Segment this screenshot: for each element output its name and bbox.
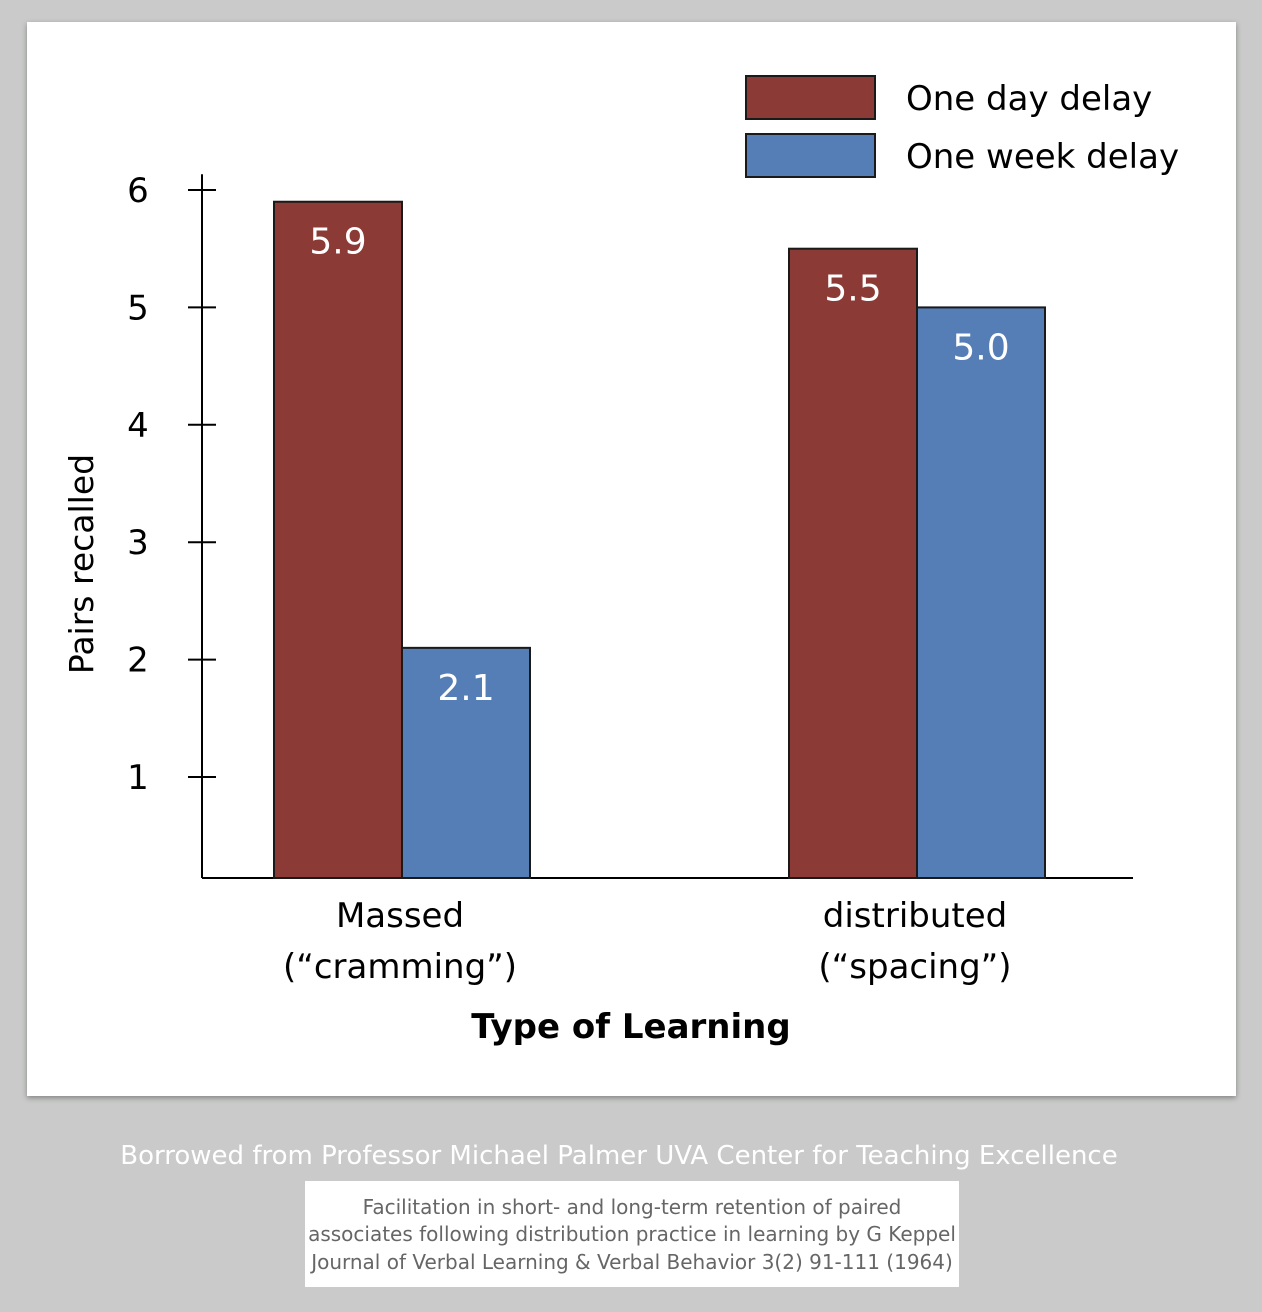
bar: [273, 200, 403, 880]
category-label: distributed: [823, 896, 1007, 936]
x-axis-label: Type of Learning: [471, 1007, 790, 1047]
legend-swatch: [745, 75, 876, 120]
y-tick-label: 3: [127, 523, 149, 563]
legend-label: One week delay: [906, 137, 1179, 177]
legend-label: One day delay: [906, 79, 1152, 119]
bar-value-label: 5.5: [824, 269, 881, 310]
y-tick-label: 2: [127, 641, 149, 681]
y-tick-label: 4: [127, 406, 149, 446]
y-axis-label: Pairs recalled: [62, 454, 101, 674]
bar: [788, 247, 918, 879]
category-label: Massed: [336, 896, 464, 936]
bar-value-label: 5.9: [309, 222, 366, 263]
citation-line-3: Journal of Verbal Learning & Verbal Beha…: [311, 1250, 953, 1274]
bar-value-label: 2.1: [437, 668, 494, 709]
y-tick-label: 1: [127, 758, 149, 798]
bar-chart: 1 2 3 4 5 6 Pairs recalled 5.9 2.1 Massed (“crammi…: [62, 75, 1179, 1047]
y-tick-label: 5: [127, 288, 149, 328]
y-tick-label: 6: [127, 171, 149, 211]
bar-value-label: 5.0: [952, 327, 1009, 368]
category-sublabel: (“cramming”): [283, 947, 517, 987]
category-sublabel: (“spacing”): [818, 947, 1011, 987]
bar: [401, 646, 531, 879]
citation-line-2: associates following distribution practi…: [308, 1222, 956, 1246]
chart-card: 1 2 3 4 5 6 Pairs recalled 5.9 2.1 Massed (“crammi…: [27, 22, 1236, 1096]
legend-swatch: [745, 133, 876, 178]
bar: [916, 306, 1046, 879]
citation-box: Facilitation in short- and long-term ret…: [305, 1181, 959, 1287]
credit-text: Borrowed from Professor Michael Palmer U…: [120, 1141, 1118, 1171]
citation-line-1: Facilitation in short- and long-term ret…: [362, 1195, 902, 1219]
